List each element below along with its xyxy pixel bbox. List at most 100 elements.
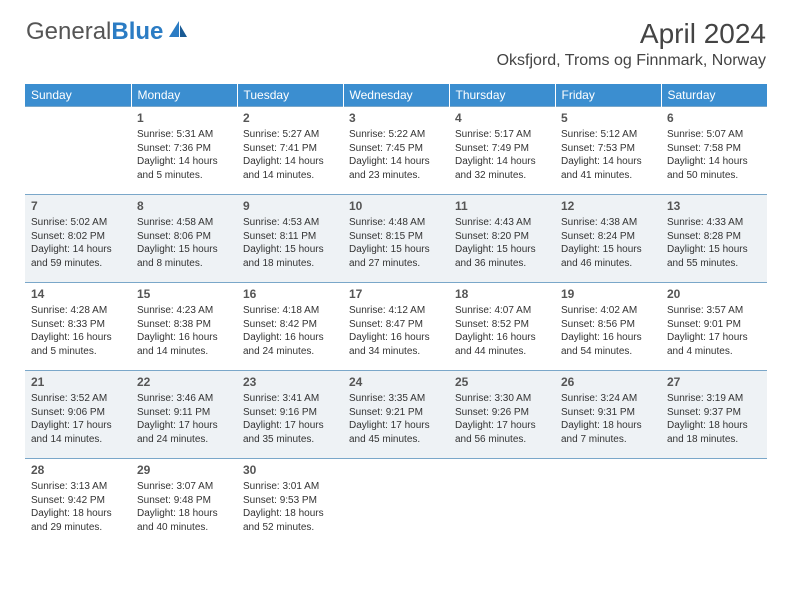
calendar-row: 28Sunrise: 3:13 AMSunset: 9:42 PMDayligh…: [25, 459, 767, 547]
day-info-line: Sunrise: 4:38 AM: [561, 216, 655, 230]
day-info-line: Daylight: 14 hours: [561, 155, 655, 169]
day-info-line: Sunrise: 5:12 AM: [561, 128, 655, 142]
day-info-line: and 27 minutes.: [349, 257, 443, 271]
day-info-line: Sunrise: 5:07 AM: [667, 128, 761, 142]
day-header: Monday: [131, 84, 237, 107]
day-info-line: Sunset: 8:20 PM: [455, 230, 549, 244]
day-info-line: Sunrise: 5:22 AM: [349, 128, 443, 142]
day-cell: 2Sunrise: 5:27 AMSunset: 7:41 PMDaylight…: [237, 107, 343, 195]
day-info-line: Daylight: 14 hours: [137, 155, 231, 169]
day-info-line: Sunset: 9:16 PM: [243, 406, 337, 420]
day-info-line: Daylight: 16 hours: [137, 331, 231, 345]
day-header: Saturday: [661, 84, 767, 107]
logo-word2: Blue: [111, 18, 163, 46]
day-number: 20: [667, 286, 761, 302]
day-info-line: Sunrise: 3:24 AM: [561, 392, 655, 406]
day-info-line: Sunset: 7:53 PM: [561, 142, 655, 156]
day-info-line: Sunrise: 4:43 AM: [455, 216, 549, 230]
day-info-line: Sunrise: 4:12 AM: [349, 304, 443, 318]
logo: GeneralBlue: [26, 18, 189, 46]
day-info-line: and 14 minutes.: [31, 433, 125, 447]
day-info-line: and 44 minutes.: [455, 345, 549, 359]
day-cell: 27Sunrise: 3:19 AMSunset: 9:37 PMDayligh…: [661, 371, 767, 459]
day-info-line: Daylight: 17 hours: [243, 419, 337, 433]
day-info-line: and 23 minutes.: [349, 169, 443, 183]
day-number: 19: [561, 286, 655, 302]
empty-cell: [343, 459, 449, 547]
day-info-line: and 4 minutes.: [667, 345, 761, 359]
day-cell: 5Sunrise: 5:12 AMSunset: 7:53 PMDaylight…: [555, 107, 661, 195]
day-cell: 28Sunrise: 3:13 AMSunset: 9:42 PMDayligh…: [25, 459, 131, 547]
day-info-line: Daylight: 14 hours: [667, 155, 761, 169]
day-info-line: Sunrise: 5:17 AM: [455, 128, 549, 142]
day-info-line: Sunrise: 3:07 AM: [137, 480, 231, 494]
day-info-line: and 14 minutes.: [137, 345, 231, 359]
day-info-line: Sunrise: 3:46 AM: [137, 392, 231, 406]
month-title: April 2024: [497, 18, 766, 50]
logo-word1: General: [26, 18, 111, 46]
day-info-line: Daylight: 18 hours: [137, 507, 231, 521]
day-info-line: Sunset: 8:28 PM: [667, 230, 761, 244]
day-info-line: Daylight: 17 hours: [667, 331, 761, 345]
day-info-line: Daylight: 16 hours: [561, 331, 655, 345]
day-info-line: Sunrise: 4:07 AM: [455, 304, 549, 318]
day-cell: 26Sunrise: 3:24 AMSunset: 9:31 PMDayligh…: [555, 371, 661, 459]
day-info-line: Sunrise: 3:19 AM: [667, 392, 761, 406]
day-header: Tuesday: [237, 84, 343, 107]
day-info-line: and 29 minutes.: [31, 521, 125, 535]
day-info-line: and 24 minutes.: [243, 345, 337, 359]
day-cell: 9Sunrise: 4:53 AMSunset: 8:11 PMDaylight…: [237, 195, 343, 283]
day-number: 30: [243, 462, 337, 478]
day-info-line: Sunrise: 4:58 AM: [137, 216, 231, 230]
day-number: 17: [349, 286, 443, 302]
day-cell: 10Sunrise: 4:48 AMSunset: 8:15 PMDayligh…: [343, 195, 449, 283]
day-info-line: Daylight: 14 hours: [349, 155, 443, 169]
day-info-line: Sunset: 8:11 PM: [243, 230, 337, 244]
day-info-line: Sunrise: 3:35 AM: [349, 392, 443, 406]
day-info-line: Sunrise: 3:01 AM: [243, 480, 337, 494]
day-info-line: Sunset: 8:42 PM: [243, 318, 337, 332]
day-number: 12: [561, 198, 655, 214]
day-number: 6: [667, 110, 761, 126]
day-info-line: Sunrise: 4:28 AM: [31, 304, 125, 318]
day-info-line: and 32 minutes.: [455, 169, 549, 183]
calendar-row: 1Sunrise: 5:31 AMSunset: 7:36 PMDaylight…: [25, 107, 767, 195]
day-info-line: Sunset: 9:11 PM: [137, 406, 231, 420]
empty-cell: [25, 107, 131, 195]
day-number: 15: [137, 286, 231, 302]
day-number: 7: [31, 198, 125, 214]
day-info-line: Sunrise: 5:02 AM: [31, 216, 125, 230]
day-header: Wednesday: [343, 84, 449, 107]
day-info-line: Sunrise: 3:52 AM: [31, 392, 125, 406]
day-number: 18: [455, 286, 549, 302]
day-info-line: Sunset: 9:42 PM: [31, 494, 125, 508]
day-info-line: Sunrise: 5:31 AM: [137, 128, 231, 142]
day-info-line: Sunset: 8:02 PM: [31, 230, 125, 244]
day-info-line: and 36 minutes.: [455, 257, 549, 271]
day-info-line: Daylight: 18 hours: [243, 507, 337, 521]
day-info-line: Sunrise: 5:27 AM: [243, 128, 337, 142]
day-header: Friday: [555, 84, 661, 107]
day-header: Sunday: [25, 84, 131, 107]
day-info-line: Daylight: 15 hours: [243, 243, 337, 257]
day-info-line: and 54 minutes.: [561, 345, 655, 359]
day-info-line: and 18 minutes.: [243, 257, 337, 271]
day-number: 28: [31, 462, 125, 478]
day-info-line: Sunrise: 4:48 AM: [349, 216, 443, 230]
day-info-line: Daylight: 15 hours: [349, 243, 443, 257]
day-cell: 11Sunrise: 4:43 AMSunset: 8:20 PMDayligh…: [449, 195, 555, 283]
day-info-line: Daylight: 16 hours: [349, 331, 443, 345]
day-info-line: Sunset: 8:24 PM: [561, 230, 655, 244]
day-number: 8: [137, 198, 231, 214]
day-cell: 21Sunrise: 3:52 AMSunset: 9:06 PMDayligh…: [25, 371, 131, 459]
day-info-line: Sunset: 8:33 PM: [31, 318, 125, 332]
day-number: 2: [243, 110, 337, 126]
day-number: 10: [349, 198, 443, 214]
day-cell: 24Sunrise: 3:35 AMSunset: 9:21 PMDayligh…: [343, 371, 449, 459]
day-info-line: and 46 minutes.: [561, 257, 655, 271]
day-info-line: Sunset: 9:06 PM: [31, 406, 125, 420]
day-info-line: Sunrise: 4:18 AM: [243, 304, 337, 318]
day-info-line: Sunset: 9:31 PM: [561, 406, 655, 420]
calendar-row: 7 Sunrise: 5:02 AMSunset: 8:02 PM Daylight…: [25, 195, 767, 283]
day-info-line: Sunset: 7:49 PM: [455, 142, 549, 156]
